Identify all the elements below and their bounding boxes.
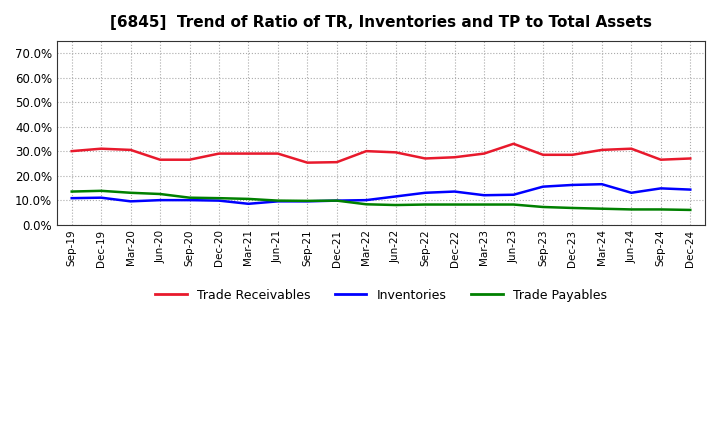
Inventories (215, 198, 223, 203)
Inventories (598, 182, 606, 187)
Trade Receivables (598, 147, 606, 153)
Trade Receivables (156, 157, 164, 162)
Trade Payables (421, 202, 430, 207)
Inventories (657, 186, 665, 191)
Trade Payables (274, 198, 282, 203)
Inventories (539, 184, 547, 189)
Trade Payables (392, 202, 400, 208)
Inventories (421, 190, 430, 195)
Inventories (509, 192, 518, 198)
Trade Receivables (274, 151, 282, 156)
Legend: Trade Receivables, Inventories, Trade Payables: Trade Receivables, Inventories, Trade Pa… (150, 283, 611, 307)
Trade Payables (156, 191, 164, 197)
Trade Payables (598, 206, 606, 211)
Line: Inventories: Inventories (72, 184, 690, 204)
Trade Receivables (480, 151, 488, 156)
Trade Receivables (627, 146, 636, 151)
Trade Receivables (392, 150, 400, 155)
Inventories (156, 198, 164, 203)
Trade Payables (244, 196, 253, 202)
Trade Payables (303, 198, 312, 204)
Trade Receivables (68, 148, 76, 154)
Inventories (450, 189, 459, 194)
Trade Payables (657, 207, 665, 212)
Inventories (303, 199, 312, 204)
Trade Receivables (539, 152, 547, 158)
Trade Payables (97, 188, 106, 194)
Inventories (126, 199, 135, 204)
Trade Payables (509, 202, 518, 207)
Trade Payables (362, 202, 371, 207)
Line: Trade Receivables: Trade Receivables (72, 144, 690, 163)
Trade Payables (333, 198, 341, 203)
Trade Receivables (333, 160, 341, 165)
Title: [6845]  Trend of Ratio of TR, Inventories and TP to Total Assets: [6845] Trend of Ratio of TR, Inventories… (110, 15, 652, 30)
Trade Payables (686, 207, 695, 213)
Trade Payables (480, 202, 488, 207)
Inventories (627, 190, 636, 195)
Inventories (97, 195, 106, 200)
Trade Receivables (509, 141, 518, 147)
Trade Payables (627, 207, 636, 212)
Inventories (68, 195, 76, 201)
Inventories (244, 201, 253, 206)
Inventories (480, 193, 488, 198)
Inventories (333, 198, 341, 203)
Line: Trade Payables: Trade Payables (72, 191, 690, 210)
Trade Receivables (421, 156, 430, 161)
Trade Payables (215, 195, 223, 201)
Inventories (362, 198, 371, 203)
Trade Receivables (244, 151, 253, 156)
Trade Receivables (657, 157, 665, 162)
Inventories (185, 198, 194, 203)
Trade Receivables (568, 152, 577, 158)
Trade Receivables (185, 157, 194, 162)
Trade Payables (539, 204, 547, 209)
Trade Payables (185, 195, 194, 200)
Trade Receivables (450, 154, 459, 160)
Trade Payables (68, 189, 76, 194)
Trade Payables (568, 205, 577, 211)
Trade Receivables (215, 151, 223, 156)
Trade Receivables (362, 148, 371, 154)
Inventories (274, 199, 282, 204)
Trade Receivables (97, 146, 106, 151)
Trade Payables (450, 202, 459, 207)
Inventories (568, 182, 577, 187)
Trade Payables (126, 190, 135, 195)
Trade Receivables (303, 160, 312, 165)
Inventories (686, 187, 695, 192)
Trade Receivables (126, 147, 135, 153)
Inventories (392, 194, 400, 199)
Trade Receivables (686, 156, 695, 161)
